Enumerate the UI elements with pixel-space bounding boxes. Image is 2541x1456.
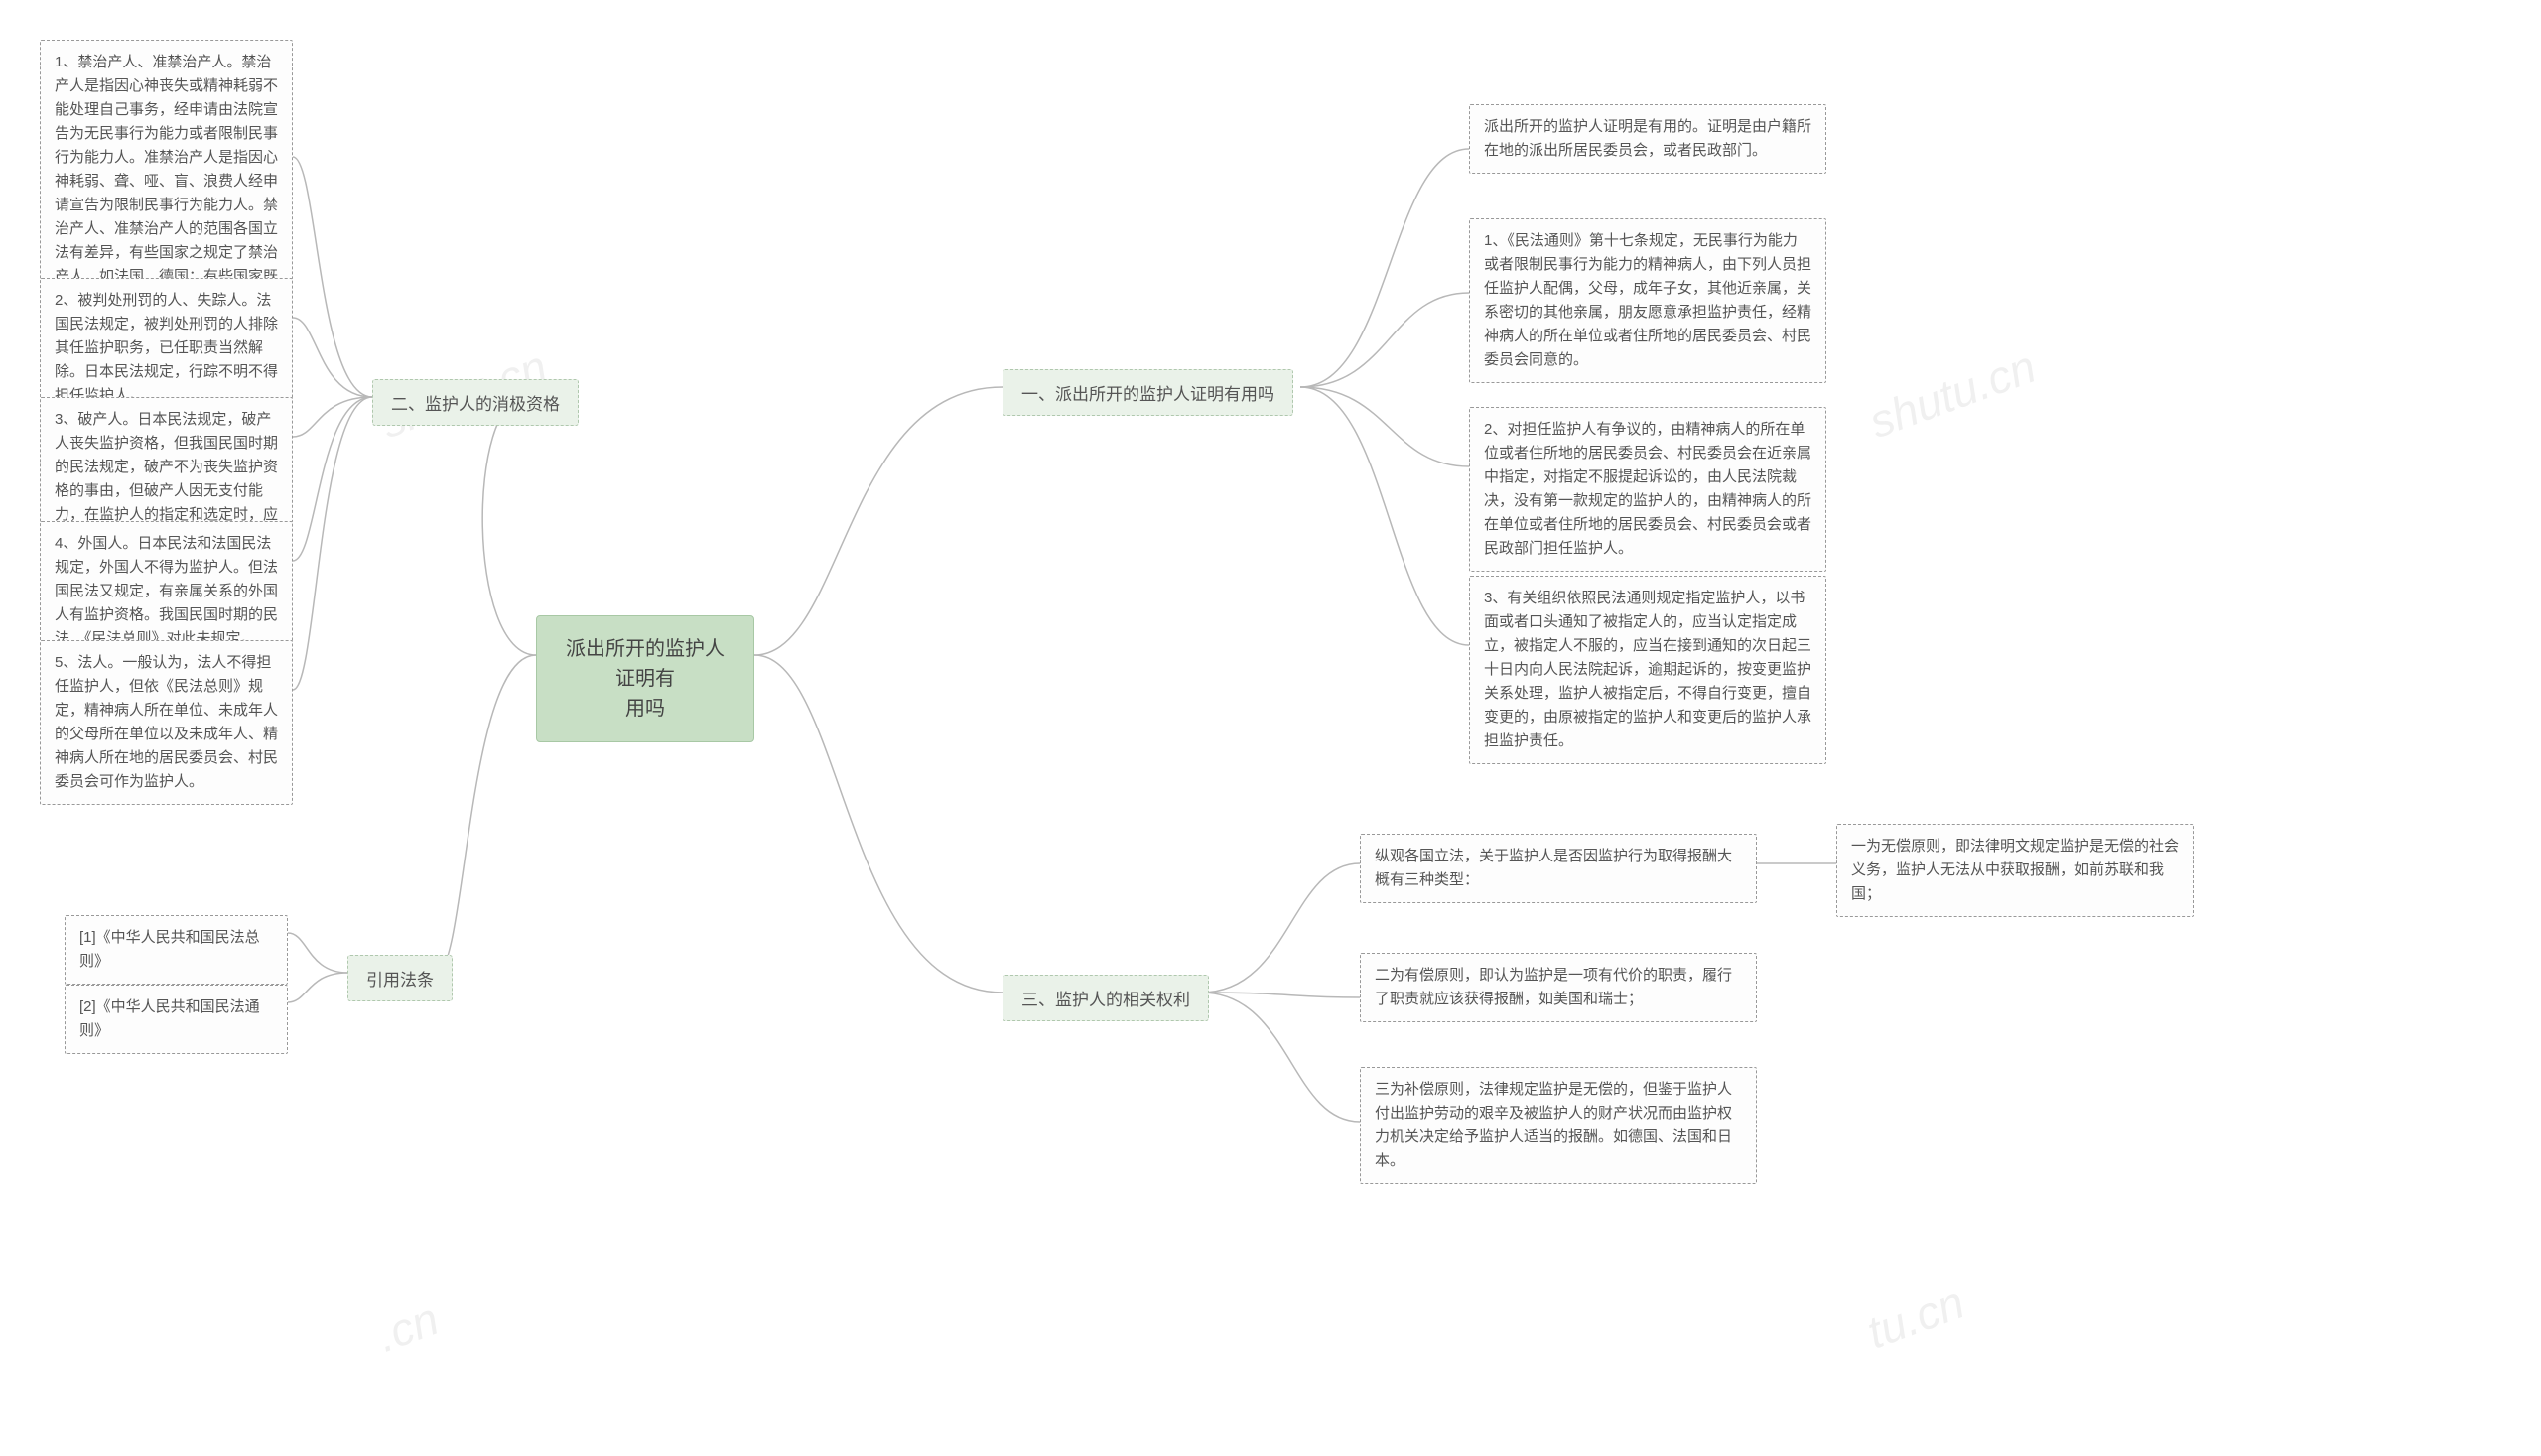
connector-lines [0, 0, 2541, 1456]
leaf-b1-1: 1、《民法通则》第十七条规定，无民事行为能力或者限制民事行为能力的精神病人，由下… [1469, 218, 1826, 383]
leaf-b1-0: 派出所开的监护人证明是有用的。证明是由户籍所在地的派出所居民委员会，或者民政部门… [1469, 104, 1826, 174]
leaf-b2-4: 5、法人。一般认为，法人不得担任监护人，但依《民法总则》规定，精神病人所在单位、… [40, 640, 293, 805]
leaf-b3-0: 纵观各国立法，关于监护人是否因监护行为取得报酬大概有三种类型： [1360, 834, 1757, 903]
watermark: shutu.cn [1862, 339, 2043, 449]
watermark: .cn [370, 1291, 446, 1363]
leaf-b3-1: 二为有偿原则，即认为监护是一项有代价的职责，履行了职责就应该获得报酬，如美国和瑞… [1360, 953, 1757, 1022]
leaf-b1-3: 3、有关组织依照民法通则规定指定监护人，以书面或者口头通知了被指定人的，应当认定… [1469, 576, 1826, 764]
branch-4: 引用法条 [347, 955, 453, 1001]
root-node: 派出所开的监护人证明有用吗 [536, 615, 754, 742]
leaf-b1-2: 2、对担任监护人有争议的，由精神病人的所在单位或者住所地的居民委员会、村民委员会… [1469, 407, 1826, 572]
watermark: tu.cn [1860, 1275, 1971, 1360]
leaf-b4-1: [2]《中华人民共和国民法通则》 [65, 985, 288, 1054]
leaf-b3-2: 三为补偿原则，法律规定监护是无偿的，但鉴于监护人付出监护劳动的艰辛及被监护人的财… [1360, 1067, 1757, 1184]
branch-2: 二、监护人的消极资格 [372, 379, 579, 426]
branch-3: 三、监护人的相关权利 [1003, 975, 1209, 1021]
leaf-b4-0: [1]《中华人民共和国民法总则》 [65, 915, 288, 985]
leaf-b3-subleaf: 一为无偿原则，即法律明文规定监护是无偿的社会义务，监护人无法从中获取报酬，如前苏… [1836, 824, 2194, 917]
branch-1: 一、派出所开的监护人证明有用吗 [1003, 369, 1293, 416]
